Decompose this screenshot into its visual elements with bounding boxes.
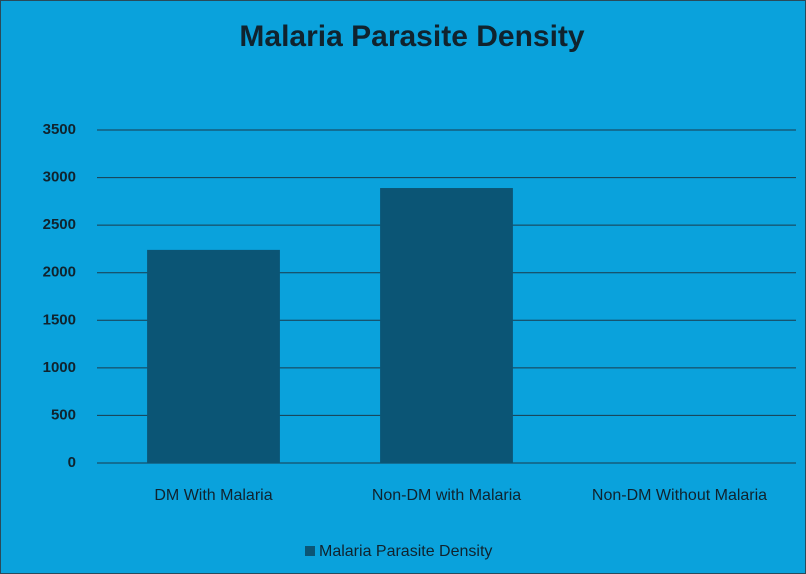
chart-title: Malaria Parasite Density — [239, 20, 584, 53]
y-tick-label: 0 — [68, 454, 76, 471]
legend-label: Malaria Parasite Density — [319, 543, 492, 560]
x-tick-label: DM With Malaria — [154, 487, 272, 504]
y-tick-label: 500 — [51, 406, 76, 423]
x-tick-label: Non-DM Without Malaria — [592, 487, 767, 504]
bar — [147, 249, 280, 463]
y-tick-label: 3000 — [43, 169, 76, 186]
legend-swatch — [305, 546, 315, 556]
y-tick-label: 1500 — [43, 311, 76, 328]
bar — [380, 188, 513, 463]
y-tick-label: 2500 — [43, 216, 76, 233]
y-tick-label: 2000 — [43, 264, 76, 281]
y-tick-label: 1000 — [43, 359, 76, 376]
y-tick-label: 3500 — [43, 121, 76, 138]
x-tick-label: Non-DM with Malaria — [372, 487, 521, 504]
